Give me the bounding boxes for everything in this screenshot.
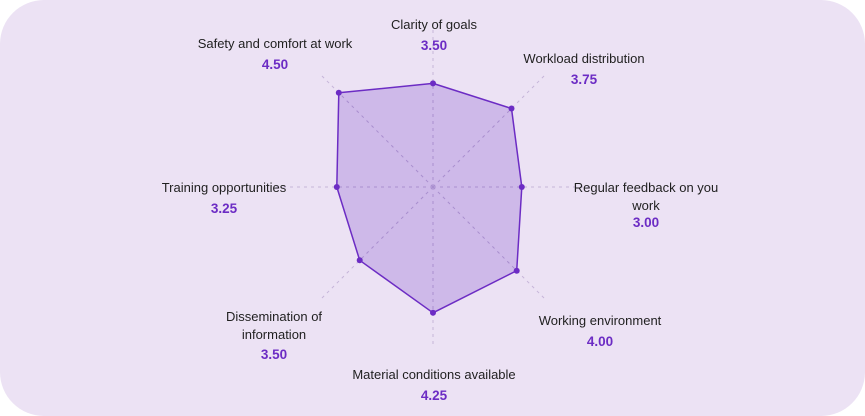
inner-grid-spoke — [359, 186, 434, 261]
axis-label-text: Clarity of goals — [391, 17, 477, 32]
inner-grid-spoke — [338, 92, 434, 188]
axis-label-material-conditions: Material conditions available 4.25 — [314, 366, 554, 405]
axis-label-regular-feedback: Regular feedback on you work 3.00 — [572, 179, 720, 232]
axis-label-text: Working environment — [538, 313, 662, 328]
axis-value: 4.50 — [261, 57, 289, 72]
axis-label-safety-and-comfort: Safety and comfort at work 4.50 — [160, 35, 390, 74]
axis-value: 3.75 — [570, 72, 598, 87]
data-point — [333, 184, 340, 190]
data-point — [513, 267, 520, 274]
data-point — [508, 105, 515, 112]
data-point — [335, 89, 342, 96]
axis-value: 3.00 — [632, 215, 660, 230]
data-point — [518, 184, 525, 190]
inner-grid-spoke — [432, 186, 518, 272]
axis-value: 3.25 — [210, 201, 238, 216]
series-area — [336, 82, 523, 314]
axis-label-workload-distribution: Workload distribution 3.75 — [484, 50, 684, 89]
axis-label-text: Workload distribution — [523, 51, 645, 66]
axis-label-text: Training opportunities — [161, 180, 287, 195]
axis-label-training-opportunities: Training opportunities 3.25 — [124, 179, 324, 218]
data-point — [356, 257, 363, 264]
axis-label-clarity-of-goals: Clarity of goals 3.50 — [334, 16, 534, 55]
axis-value: 3.50 — [420, 38, 448, 53]
axis-label-text: Safety and comfort at work — [197, 36, 353, 51]
axis-value: 4.25 — [420, 388, 448, 403]
axis-label-text: Regular feedback on you work — [573, 180, 719, 213]
axis-label-text: Dissemination of information — [225, 309, 323, 342]
axis-label-text: Material conditions available — [352, 367, 516, 382]
axis-label-dissemination: Dissemination of information 3.50 — [208, 308, 340, 364]
inner-grid-spoke — [432, 108, 512, 188]
axis-value: 4.00 — [586, 334, 614, 349]
data-point — [430, 80, 436, 87]
axis-value: 3.50 — [260, 347, 288, 362]
data-point — [430, 309, 436, 316]
axis-label-working-environment: Working environment 4.00 — [500, 312, 700, 351]
